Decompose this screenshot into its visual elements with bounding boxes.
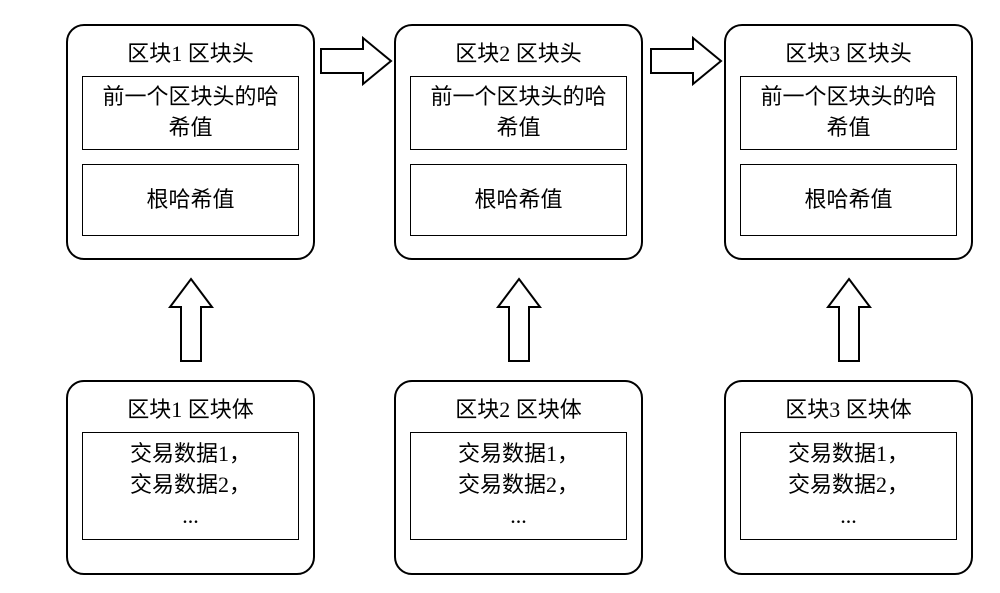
block-3-tx-1: 交易数据1， [788,439,909,470]
arrow-up-1-icon [168,277,214,363]
block-3-tx-box: 交易数据1， 交易数据2， ... [740,432,957,540]
arrow-right-1-2-icon [319,36,393,86]
block-1-prev-hash-label: 前一个区块头的哈 希值 [102,82,278,144]
block-1-prev-hash: 前一个区块头的哈 希值 [82,76,299,150]
arrow-right-2-3-icon [649,36,723,86]
block-1-header: 区块1 区块头 前一个区块头的哈 希值 根哈希值 [66,24,315,260]
block-3-body-title: 区块3 区块体 [726,382,971,432]
block-2-body-title: 区块2 区块体 [396,382,641,432]
block-3-root-hash-label: 根哈希值 [804,185,892,216]
arrow-up-3-icon [826,277,872,363]
block-1-root-hash: 根哈希值 [82,164,299,236]
block-2-header: 区块2 区块头 前一个区块头的哈 希值 根哈希值 [394,24,643,260]
block-3-body: 区块3 区块体 交易数据1， 交易数据2， ... [724,380,973,575]
block-1-header-title: 区块1 区块头 [68,26,313,76]
block-3-tx-2: 交易数据2， [788,470,909,501]
block-2-tx-2: 交易数据2， [458,470,579,501]
block-2-body: 区块2 区块体 交易数据1， 交易数据2， ... [394,380,643,575]
arrow-up-2-icon [496,277,542,363]
block-1-tx-3: ... [182,501,199,532]
block-3-header: 区块3 区块头 前一个区块头的哈 希值 根哈希值 [724,24,973,260]
block-1-body-title: 区块1 区块体 [68,382,313,432]
block-2-header-title: 区块2 区块头 [396,26,641,76]
block-3-tx-3: ... [840,501,857,532]
block-2-tx-1: 交易数据1， [458,439,579,470]
block-2-prev-hash-label: 前一个区块头的哈 希值 [430,82,606,144]
block-3-root-hash: 根哈希值 [740,164,957,236]
block-2-root-hash-label: 根哈希值 [474,185,562,216]
block-1-tx-2: 交易数据2， [130,470,251,501]
block-1-body: 区块1 区块体 交易数据1， 交易数据2， ... [66,380,315,575]
block-2-prev-hash: 前一个区块头的哈 希值 [410,76,627,150]
block-2-tx-3: ... [510,501,527,532]
block-3-header-title: 区块3 区块头 [726,26,971,76]
block-2-root-hash: 根哈希值 [410,164,627,236]
block-3-prev-hash: 前一个区块头的哈 希值 [740,76,957,150]
block-1-tx-box: 交易数据1， 交易数据2， ... [82,432,299,540]
block-2-tx-box: 交易数据1， 交易数据2， ... [410,432,627,540]
block-3-prev-hash-label: 前一个区块头的哈 希值 [760,82,936,144]
block-1-root-hash-label: 根哈希值 [146,185,234,216]
block-1-tx-1: 交易数据1， [130,439,251,470]
